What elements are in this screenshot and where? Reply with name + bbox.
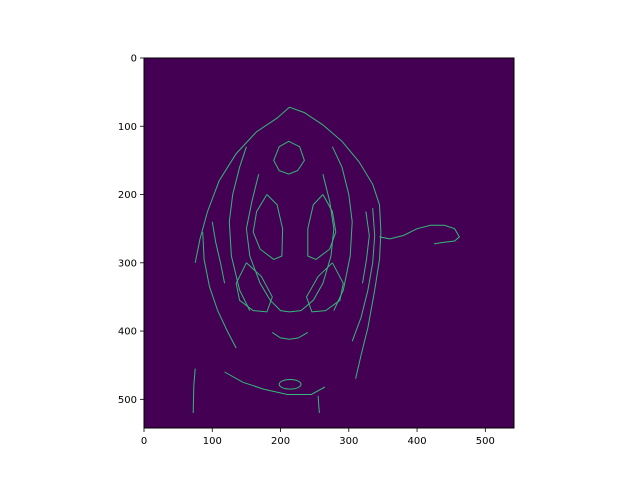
y-axis-ticks: 0 100 200 300 400 500 (118, 54, 144, 406)
edge-left-eye-vent (252, 194, 284, 260)
axes-frame (143, 57, 515, 429)
edge-right-vent-inner (289, 173, 335, 313)
x-tick-label: 500 (476, 436, 495, 447)
y-tick-label: 0 (131, 54, 137, 65)
image-layer (144, 58, 514, 428)
y-tick-label: 400 (118, 327, 137, 338)
y-tick-label: 200 (118, 190, 137, 201)
x-axis-ticks: 0 100 200 300 400 500 (141, 428, 495, 447)
x-tick-label: 100 (203, 436, 222, 447)
edge-left-temple (211, 221, 226, 284)
x-tick-label: 200 (271, 436, 290, 447)
edge-upper-left-rib (228, 146, 251, 311)
x-tick-label: 300 (339, 436, 358, 447)
edge-outer-shell-right (289, 106, 382, 379)
edge-right-side-ridge (351, 208, 376, 342)
edge-lower-left-vent (235, 262, 273, 313)
edge-chin-strap-left (192, 368, 196, 414)
edge-left-vent-inner (245, 173, 290, 313)
y-tick-label: 100 (118, 122, 137, 133)
edge-right-temple (362, 211, 370, 284)
image-background (144, 58, 514, 428)
edge-lower-right-vent (305, 262, 344, 313)
y-tick-label: 500 (118, 395, 137, 406)
edge-top-center-vent (273, 140, 305, 175)
x-tick-label: 400 (408, 436, 427, 447)
edge-helmet-rim-bottom (224, 371, 326, 395)
edge-bottom-inner-arc (272, 331, 309, 340)
x-tick-label: 0 (141, 436, 147, 447)
y-tick-label: 300 (118, 258, 137, 269)
edge-lines (192, 106, 461, 414)
edge-strap (379, 224, 461, 245)
edge-right-eye-vent (307, 194, 337, 260)
edge-logo-ellipse (278, 379, 302, 390)
edge-upper-right-rib (331, 146, 353, 311)
edge-left-side-ridge (202, 232, 237, 349)
edge-outer-shell-left (194, 106, 290, 263)
edge-chin-strap-right (317, 395, 320, 414)
